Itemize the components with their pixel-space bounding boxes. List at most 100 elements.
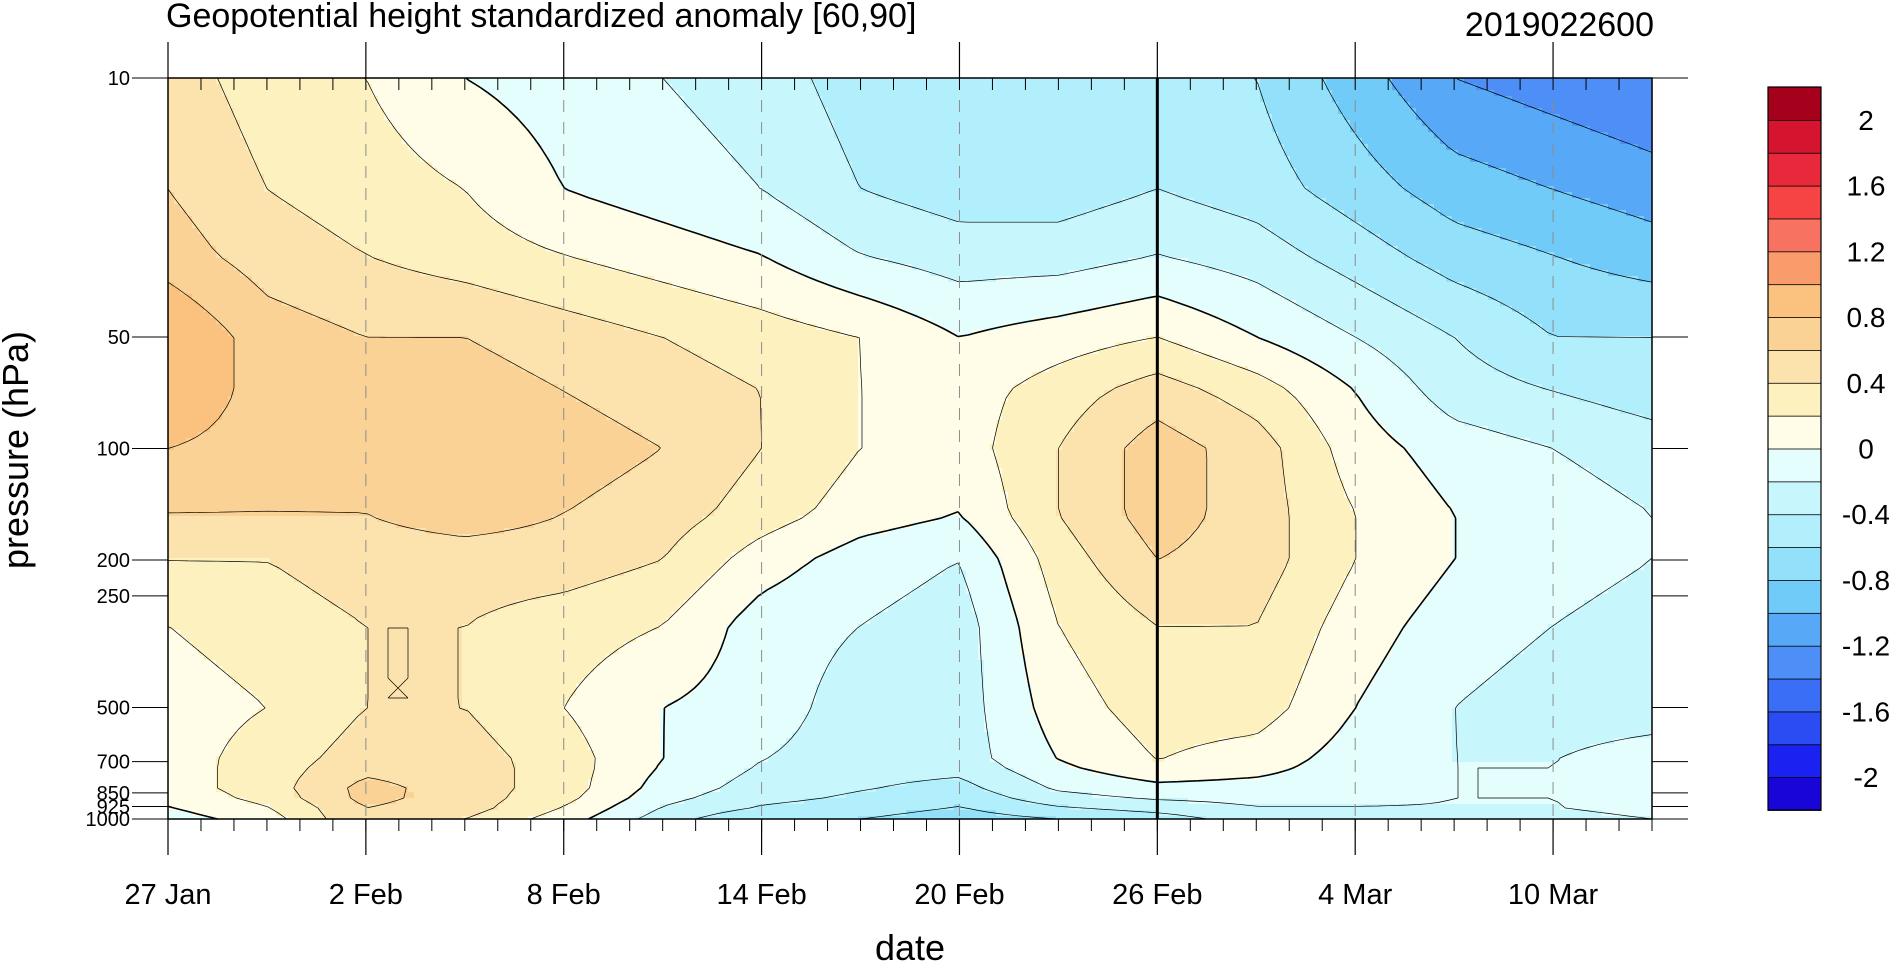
contour-cell xyxy=(1638,276,1653,283)
colorbar-swatch xyxy=(1767,349,1822,384)
contour-cell xyxy=(1344,720,1453,727)
contour-cell xyxy=(894,198,1123,205)
contour-cell xyxy=(1452,528,1653,535)
contour-cell xyxy=(804,564,949,571)
contour-cell xyxy=(168,498,583,505)
contour-cell xyxy=(1554,252,1653,259)
contour-cell xyxy=(588,402,763,409)
contour-cell xyxy=(540,300,739,307)
contour-cell xyxy=(1530,318,1653,325)
contour-cell xyxy=(1344,210,1441,217)
contour-cell xyxy=(192,216,313,223)
contour-cell xyxy=(858,432,997,439)
contour-cell xyxy=(1374,414,1453,421)
contour-cell xyxy=(1020,624,1063,631)
contour-cell xyxy=(270,558,661,565)
contour-cell xyxy=(1032,372,1153,379)
contour-cell xyxy=(804,216,949,223)
contour-cell xyxy=(1188,798,1653,805)
contour-cell xyxy=(168,324,223,331)
contour-cell xyxy=(1260,336,1357,343)
contour-cell xyxy=(168,432,199,439)
contour-cell xyxy=(1326,744,1453,751)
contour-cell xyxy=(1194,384,1285,391)
contour-cell xyxy=(168,816,217,820)
contour-cell xyxy=(858,378,1027,385)
contour-cell xyxy=(1056,486,1123,493)
contour-cell xyxy=(1380,660,1507,667)
contour-cell xyxy=(276,564,643,571)
contour-cell xyxy=(1278,342,1369,349)
contour-cell xyxy=(234,372,535,379)
contour-cell xyxy=(1326,438,1399,445)
colorbar-swatch xyxy=(1767,546,1822,581)
contour-cell xyxy=(366,624,463,631)
contour-cell xyxy=(1356,552,1453,559)
contour-cell xyxy=(1410,612,1567,619)
contour-cell xyxy=(870,618,979,625)
contour-cell xyxy=(816,690,985,697)
contour-cell xyxy=(1260,774,1653,781)
contour-cell xyxy=(264,174,445,181)
contour-cell xyxy=(996,462,1057,469)
contour-cell xyxy=(1002,408,1087,415)
contour-cell xyxy=(360,708,469,715)
contour-cell xyxy=(1164,420,1261,427)
contour-cell xyxy=(1626,210,1653,217)
contour-cell xyxy=(1494,366,1653,373)
contour-cell xyxy=(1590,744,1653,751)
contour-cell xyxy=(228,672,367,679)
contour-cell xyxy=(1056,750,1153,757)
contour-cell xyxy=(1284,480,1345,487)
contour-cell xyxy=(750,600,895,607)
contour-cell xyxy=(1068,636,1315,643)
contour-cell xyxy=(1176,426,1267,433)
contour-cell xyxy=(726,780,907,787)
contour-cell xyxy=(1062,630,1321,637)
contour-cell xyxy=(846,288,1273,295)
contour-cell xyxy=(1032,696,1105,703)
contour-cell xyxy=(168,180,265,187)
contour-cell xyxy=(984,540,1033,547)
contour-cell xyxy=(906,780,973,787)
contour-cell xyxy=(1050,738,1141,745)
contour-cell xyxy=(1122,594,1273,601)
contour-cell xyxy=(810,276,949,283)
contour-cell xyxy=(840,144,1285,151)
contour-cell xyxy=(1632,570,1653,577)
contour-cell xyxy=(534,240,727,247)
contour-cell xyxy=(1140,738,1219,745)
contour-cell xyxy=(1338,270,1441,277)
contour-cell xyxy=(1206,444,1279,451)
contour-cell xyxy=(972,606,1015,613)
contour-cell xyxy=(1116,714,1279,721)
contour-cell xyxy=(348,786,409,793)
contour-cell xyxy=(1056,816,1207,820)
contour-cell xyxy=(1194,348,1291,355)
contour-cell xyxy=(1290,510,1357,517)
contour-cell xyxy=(336,234,523,241)
contour-cell xyxy=(258,168,439,175)
contour-cell xyxy=(564,708,661,715)
contour-cell xyxy=(168,306,205,313)
contour-cell xyxy=(1062,444,1129,451)
contour-cell xyxy=(192,642,367,649)
contour-cell xyxy=(1506,660,1653,667)
contour-cell xyxy=(168,96,229,103)
contour-cell xyxy=(240,684,367,691)
contour-cell xyxy=(1080,540,1147,547)
contour-cell xyxy=(1434,204,1609,211)
contour-cell xyxy=(1392,78,1465,85)
contour-cell xyxy=(1176,750,1315,757)
contour-cell xyxy=(816,504,1009,511)
contour-cell xyxy=(1296,174,1393,181)
contour-cell xyxy=(510,228,691,235)
contour-cell xyxy=(1338,594,1429,601)
contour-cell xyxy=(1452,510,1651,517)
contour-cell xyxy=(486,90,679,97)
contour-cell xyxy=(168,744,229,751)
contour-cell xyxy=(1326,318,1429,325)
contour-cell xyxy=(408,786,517,793)
contour-cell xyxy=(1140,534,1189,541)
contour-cell xyxy=(990,546,1033,553)
